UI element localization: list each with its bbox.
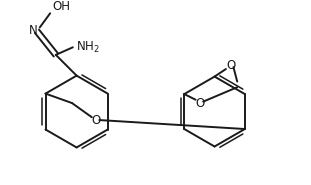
Text: O: O bbox=[196, 97, 205, 110]
Text: O: O bbox=[226, 59, 235, 72]
Text: NH$_2$: NH$_2$ bbox=[76, 40, 100, 55]
Text: O: O bbox=[91, 114, 100, 127]
Text: N: N bbox=[29, 24, 38, 37]
Text: OH: OH bbox=[53, 0, 71, 13]
